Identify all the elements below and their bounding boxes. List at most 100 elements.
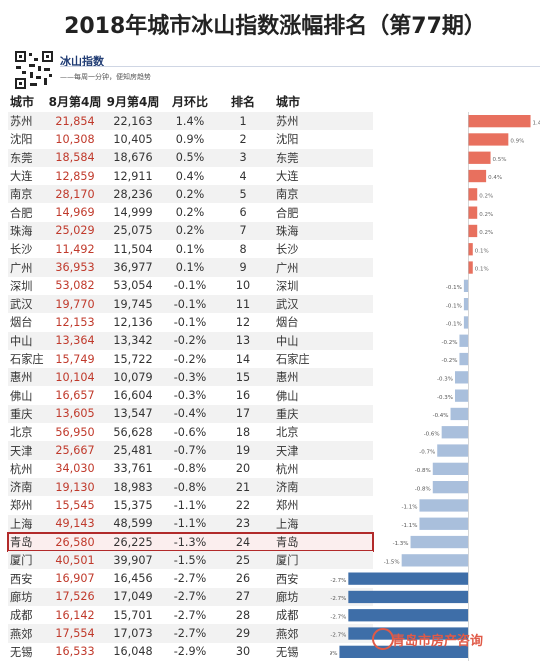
bar-中山	[459, 334, 469, 347]
aug-value-cell: 18,584	[55, 151, 95, 165]
aug-value-cell: 36,953	[55, 261, 95, 275]
sep-value-cell: 33,761	[113, 462, 153, 476]
city-cell: 广州	[10, 261, 33, 275]
rank-cell: 2	[239, 132, 247, 146]
aug-value-cell: 17,554	[55, 627, 95, 641]
table-row: 成都 16,142 15,701 -2.7% 28 成都	[8, 606, 373, 624]
change-cell: -1.1%	[173, 498, 207, 512]
city-cell: 长沙	[10, 243, 33, 257]
change-cell: -2.7%	[173, 608, 207, 622]
change-cell: 0.5%	[175, 151, 205, 165]
bar-天津	[437, 444, 469, 457]
rank-cell: 9	[239, 261, 247, 275]
change-cell: -0.8%	[173, 480, 207, 494]
change-cell: 0.1%	[175, 261, 205, 275]
bar-佛山	[455, 389, 469, 402]
table-row: 重庆 13,605 13,547 -0.4% 17 重庆	[8, 404, 373, 424]
data-label: 0.2%	[479, 194, 493, 200]
rank-cell: 23	[235, 517, 251, 531]
city-label-cell: 厦门	[276, 554, 299, 568]
data-label: -0.4%	[433, 413, 449, 419]
rank-cell: 24	[235, 535, 251, 549]
city-cell: 重庆	[10, 407, 33, 421]
city-cell: 东莞	[10, 151, 33, 165]
data-label: -0.2%	[441, 340, 457, 346]
data-label: 1.4%	[533, 120, 540, 126]
change-cell: -0.1%	[173, 315, 207, 329]
city-label-cell: 长沙	[276, 243, 299, 257]
aug-value-cell: 12,153	[55, 315, 95, 329]
data-label: -0.3%	[437, 395, 453, 401]
city-cell: 南京	[10, 188, 33, 202]
sep-value-cell: 11,504	[113, 242, 153, 256]
city-cell: 武汉	[10, 298, 33, 312]
header-sep-week4: 9月第4周	[106, 94, 160, 109]
city-label-cell: 苏州	[276, 115, 299, 129]
city-label-cell: 中山	[276, 334, 299, 348]
aug-value-cell: 40,501	[55, 553, 95, 567]
change-cell: 0.1%	[175, 242, 205, 256]
bar-苏州	[468, 115, 531, 128]
city-label-cell: 东莞	[276, 151, 299, 165]
city-cell: 上海	[10, 517, 33, 531]
change-cell: -2.7%	[173, 627, 207, 641]
city-label-cell: 成都	[276, 609, 299, 623]
aug-value-cell: 11,492	[55, 242, 95, 256]
bar-北京	[441, 426, 469, 439]
change-cell: -0.2%	[173, 352, 207, 366]
table-row: 石家庄 15,749 15,722 -0.2% 14 石家庄	[8, 350, 373, 368]
watermark-text: 青岛市房产咨询	[392, 634, 484, 649]
sep-value-cell: 28,236	[113, 187, 153, 201]
table-row: 南京 28,170 28,236 0.2% 5 南京	[8, 185, 373, 204]
data-label: 0.2%	[479, 230, 493, 236]
bar-惠州	[455, 371, 469, 384]
data-label: 0.9%	[510, 139, 524, 145]
change-cell: -1.5%	[173, 553, 207, 567]
table-row: 上海 49,143 48,599 -1.1% 23 上海	[8, 514, 373, 533]
change-cell: -2.7%	[173, 590, 207, 604]
table-row: 厦门 40,501 39,907 -1.5% 25 厦门	[8, 551, 373, 570]
city-label-cell: 深圳	[276, 279, 299, 293]
change-cell: -0.2%	[173, 334, 207, 348]
aug-value-cell: 16,142	[55, 608, 95, 622]
chart-title: 2018年城市冰山指数涨幅排名（第77期）	[64, 14, 486, 39]
aug-value-cell: 21,854	[55, 114, 95, 128]
city-label-cell: 大连	[276, 170, 299, 184]
table-row: 佛山 16,657 16,604 -0.3% 16 佛山	[8, 387, 373, 405]
data-label: -0.6%	[424, 431, 440, 437]
table-row: 无锡 16,533 16,048 -2.9% 30 无锡	[8, 643, 373, 661]
table-row: 郑州 15,545 15,375 -1.1% 22 郑州	[8, 496, 373, 514]
change-cell: 0.4%	[175, 169, 205, 183]
city-label-cell: 上海	[276, 517, 299, 531]
data-label: -0.7%	[419, 450, 435, 456]
change-cell: -1.3%	[173, 535, 207, 549]
sep-value-cell: 56,628	[113, 425, 153, 439]
change-cell: -1.1%	[173, 517, 207, 531]
watermark-logo-icon	[372, 628, 394, 650]
rank-cell: 4	[239, 169, 247, 183]
sep-value-cell: 48,599	[113, 517, 153, 531]
sep-value-cell: 26,225	[113, 535, 153, 549]
city-label-cell: 沈阳	[276, 133, 299, 147]
sep-value-cell: 10,405	[113, 132, 153, 146]
aug-value-cell: 16,533	[55, 645, 95, 659]
change-cell: -0.3%	[173, 389, 207, 403]
city-label-cell: 惠州	[276, 371, 299, 385]
table-row: 杭州 34,030 33,761 -0.8% 20 杭州	[8, 460, 373, 478]
rank-cell: 5	[239, 187, 247, 201]
aug-value-cell: 28,170	[55, 187, 95, 201]
bar-廊坊	[348, 590, 469, 604]
bar-石家庄	[459, 352, 469, 366]
aug-value-cell: 17,526	[55, 590, 95, 604]
rank-cell: 21	[235, 480, 251, 494]
change-cell: 1.4%	[175, 114, 205, 128]
city-cell: 燕郊	[10, 627, 33, 641]
aug-value-cell: 16,907	[55, 572, 95, 586]
aug-value-cell: 25,667	[55, 444, 95, 458]
bar-合肥	[468, 206, 478, 219]
table-row: 天津 25,667 25,481 -0.7% 19 天津	[8, 441, 373, 460]
table-row: 燕郊 17,554 17,073 -2.7% 29 燕郊	[8, 624, 373, 643]
bar-上海	[419, 517, 469, 530]
table-row: 青岛 26,580 26,225 -1.3% 24 青岛	[7, 531, 374, 553]
table-row: 深圳 53,082 53,054 -0.1% 10 深圳	[8, 277, 373, 295]
